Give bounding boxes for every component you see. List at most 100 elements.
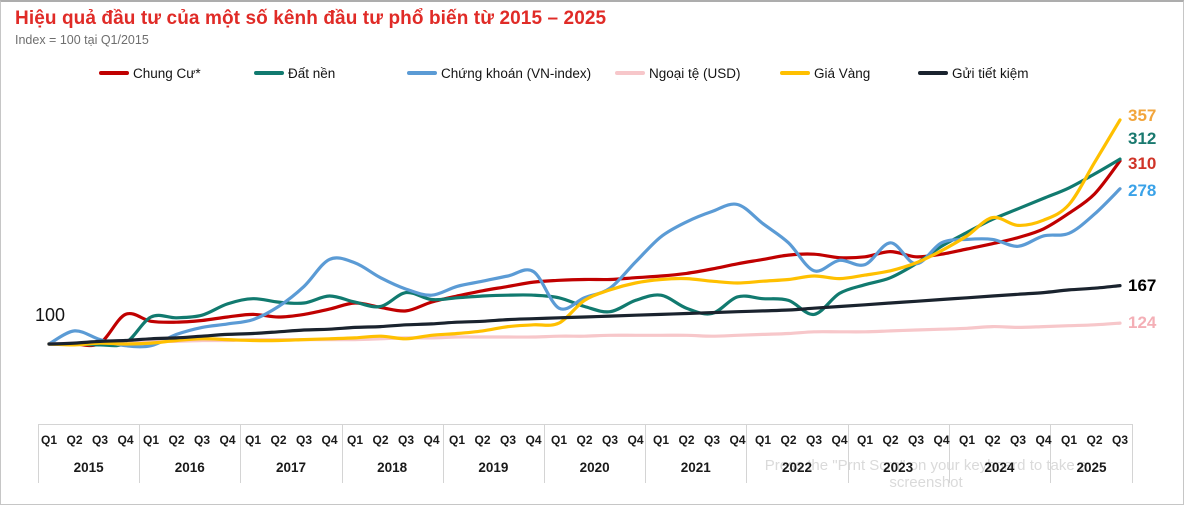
axis-top-line — [38, 424, 1133, 425]
legend-item-gui-tiet-kiem: Gửi tiết kiệm — [918, 62, 1029, 84]
chart-title: Hiệu quả đầu tư của một số kênh đầu tư p… — [15, 8, 607, 29]
quarter-label-2017-Q3: Q3 — [295, 433, 312, 447]
axis-separator — [38, 424, 39, 483]
quarter-label-2017-Q2: Q2 — [270, 433, 287, 447]
axis-separator — [1132, 424, 1133, 483]
axis-separator — [544, 424, 545, 483]
quarter-label-2019-Q3: Q3 — [499, 433, 516, 447]
year-label-2018: 2018 — [377, 460, 408, 475]
quarter-label-2020-Q1: Q1 — [550, 433, 567, 447]
year-label-2015: 2015 — [73, 460, 104, 475]
quarter-label-2016-Q4: Q4 — [219, 433, 236, 447]
quarter-label-2024-Q4: Q4 — [1035, 433, 1052, 447]
axis-separator — [240, 424, 242, 483]
quarter-label-2024-Q3: Q3 — [1009, 433, 1026, 447]
legend-item-at-nen: Đất nền — [254, 62, 335, 84]
axis-separator — [1050, 424, 1051, 483]
quarter-label-2019-Q1: Q1 — [448, 433, 465, 447]
baseline-index-label: 100 — [35, 305, 66, 325]
series-line-chung-cu — [47, 159, 1122, 348]
legend-item-chung-cu: Chung Cư* — [99, 62, 201, 84]
quarter-label-2017-Q4: Q4 — [321, 433, 338, 447]
quarter-label-2020-Q2: Q2 — [576, 433, 593, 447]
quarter-label-2022-Q1: Q1 — [754, 433, 771, 447]
quarter-label-2015-Q1: Q1 — [40, 433, 57, 447]
quarter-label-2018-Q4: Q4 — [423, 433, 440, 447]
legend-item-gia-vang: Giá Vàng — [780, 62, 870, 84]
axis-separator — [139, 424, 141, 483]
legend-swatch-at-nen — [254, 71, 284, 75]
series-line-at-nen — [47, 157, 1122, 348]
quarter-label-2022-Q4: Q4 — [831, 433, 848, 447]
quarter-label-2021-Q3: Q3 — [703, 433, 720, 447]
quarter-label-2015-Q3: Q3 — [91, 433, 108, 447]
legend: Chung Cư* Đất nền Chứng khoán (VN-index) Ng… — [1, 62, 1183, 86]
year-label-2020: 2020 — [579, 460, 610, 475]
legend-label: Chứng khoán (VN-index) — [441, 65, 592, 81]
quarter-label-2017-Q1: Q1 — [244, 433, 261, 447]
quarter-label-2016-Q1: Q1 — [142, 433, 159, 447]
quarter-label-2021-Q1: Q1 — [652, 433, 669, 447]
legend-label: Đất nền — [288, 65, 336, 81]
quarter-label-2023-Q1: Q1 — [856, 433, 873, 447]
quarter-label-2018-Q3: Q3 — [397, 433, 414, 447]
quarter-label-2019-Q2: Q2 — [474, 433, 491, 447]
quarter-label-2018-Q2: Q2 — [372, 433, 389, 447]
legend-swatch-gui-tiet-kiem — [918, 71, 948, 75]
axis-separator — [442, 424, 444, 483]
quarter-label-2019-Q4: Q4 — [525, 433, 542, 447]
quarter-label-2022-Q3: Q3 — [805, 433, 822, 447]
legend-label: Giá Vàng — [814, 65, 871, 81]
quarter-label-2025-Q2: Q2 — [1086, 433, 1103, 447]
screenshot-watermark: Press the "Prnt Scrn" on your keyboard t… — [695, 457, 1157, 491]
end-value-gui-tiet-kiem: 167 — [1128, 276, 1157, 295]
legend-item-ngoai-te-usd: Ngoại tệ (USD) — [615, 62, 741, 84]
chart-subtitle: Index = 100 tại Q1/2015 — [15, 33, 149, 47]
end-value-gia-vang: 357 — [1128, 106, 1157, 125]
legend-item-chung-khoan-vn-index: Chứng khoán (VN-index) — [407, 62, 591, 84]
quarter-label-2020-Q3: Q3 — [601, 433, 618, 447]
quarter-label-2025-Q1: Q1 — [1060, 433, 1077, 447]
year-label-2025: 2025 — [1076, 460, 1107, 475]
quarter-label-2021-Q2: Q2 — [678, 433, 695, 447]
legend-label: Chung Cư* — [133, 65, 201, 81]
quarter-label-2022-Q2: Q2 — [780, 433, 797, 447]
end-value-chung-cu: 310 — [1128, 154, 1157, 173]
end-value-at-nen: 312 — [1128, 129, 1157, 148]
quarter-label-2023-Q3: Q3 — [907, 433, 924, 447]
year-label-2017: 2017 — [275, 460, 306, 475]
quarter-label-2016-Q2: Q2 — [168, 433, 185, 447]
quarter-label-2024-Q1: Q1 — [958, 433, 975, 447]
year-label-2022: 2022 — [781, 460, 812, 475]
quarter-label-2021-Q4: Q4 — [729, 433, 746, 447]
series-line-chung-khoan-vn-index — [47, 187, 1122, 349]
year-label-2021: 2021 — [680, 460, 711, 475]
axis-separator — [948, 424, 950, 483]
series-line-gia-vang — [47, 118, 1122, 347]
quarter-label-2023-Q4: Q4 — [933, 433, 950, 447]
quarter-label-2015-Q4: Q4 — [117, 433, 134, 447]
quarter-label-2016-Q3: Q3 — [193, 433, 210, 447]
legend-swatch-gia-vang — [780, 71, 810, 75]
quarter-label-2024-Q2: Q2 — [984, 433, 1001, 447]
quarter-label-2020-Q4: Q4 — [627, 433, 644, 447]
legend-swatch-ngoai-te-usd — [615, 71, 645, 75]
legend-swatch-chung-khoan-vn-index — [407, 71, 437, 75]
quarter-label-2015-Q2: Q2 — [66, 433, 83, 447]
watermark-line1: Press the "Prnt Scrn" on your keyboard t… — [764, 457, 1088, 474]
quarter-label-2023-Q2: Q2 — [882, 433, 899, 447]
quarter-label-2025-Q3: Q3 — [1111, 433, 1128, 447]
legend-swatch-chung-cu — [99, 71, 129, 75]
axis-separator — [645, 424, 647, 483]
axis-separator — [341, 424, 343, 483]
axis-separator — [847, 424, 849, 483]
year-label-2023: 2023 — [883, 460, 914, 475]
end-value-chung-khoan-vn-index: 278 — [1128, 181, 1157, 200]
legend-label: Gửi tiết kiệm — [952, 65, 1029, 81]
series-line-gui-tiet-kiem — [47, 284, 1122, 346]
watermark-line2: screenshot — [889, 474, 963, 491]
year-label-2024: 2024 — [984, 460, 1015, 475]
axis-separator — [746, 424, 748, 483]
